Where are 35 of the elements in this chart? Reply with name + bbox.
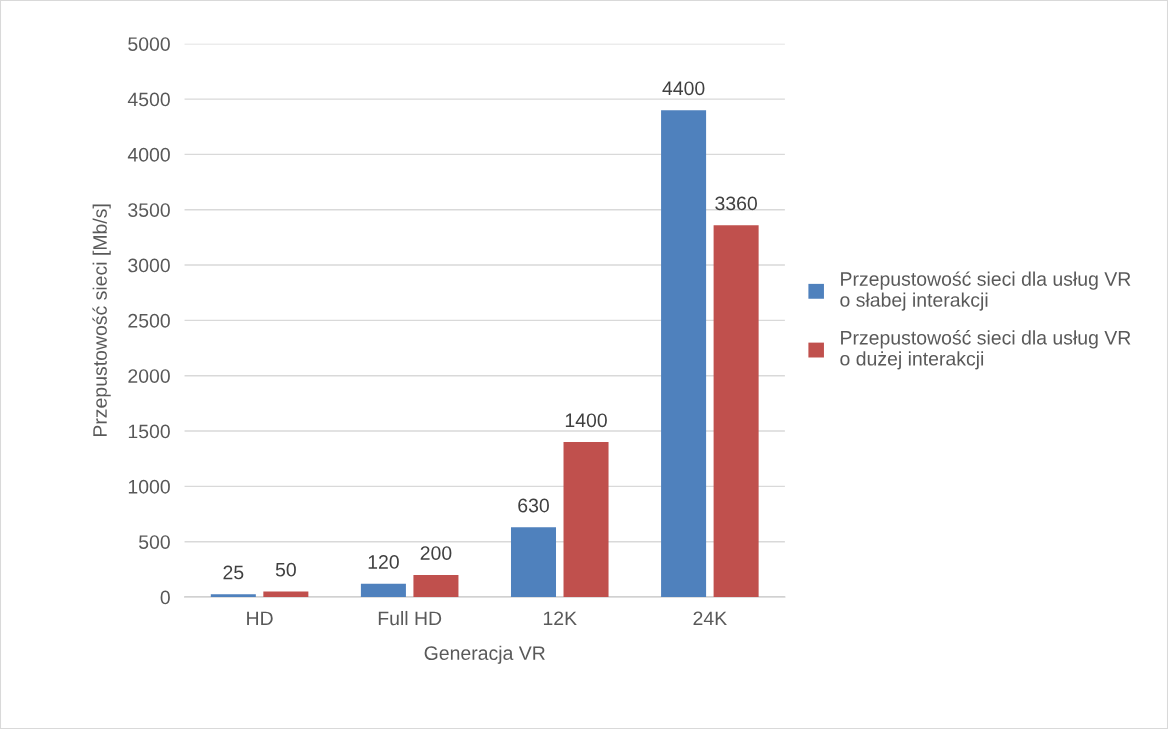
y-tick-label: 3500	[128, 203, 170, 217]
y-tick-label: 4000	[127, 147, 170, 162]
y-tick-label: 3000	[128, 258, 170, 273]
data-label: 200	[420, 546, 452, 560]
legend-label: Przepustowość sieci dla usług VR o słabej interakcji	[840, 271, 1131, 311]
y-tick-label: 1500	[128, 424, 170, 439]
bar	[510, 527, 557, 598]
data-label: 630	[518, 498, 549, 513]
y-tick-label: 4500	[127, 92, 170, 107]
bar	[661, 110, 707, 598]
x-tick-label: Full HD	[378, 610, 442, 626]
data-label: 25	[223, 565, 244, 580]
legend-label: Przepustowość sieci dla usług VR o dużej interakcji	[840, 330, 1131, 370]
data-label: 1400	[565, 413, 607, 428]
bar	[360, 583, 406, 598]
x-axis-title: Generacja VR	[424, 645, 545, 664]
y-tick-label: 500	[138, 535, 170, 549]
bar	[210, 594, 256, 598]
data-label: 120	[368, 555, 399, 569]
y-axis-title: Przepustowość sieci [Mb/s]	[92, 204, 111, 437]
y-tick-label: 2000	[128, 369, 170, 383]
x-tick-label: HD	[247, 611, 273, 626]
data-label: 3360	[715, 196, 757, 211]
y-tick-label: 5000	[128, 37, 170, 51]
y-tick-label: 1000	[128, 479, 170, 494]
y-tick-label: 0	[160, 590, 170, 605]
bar	[413, 574, 459, 598]
bar	[263, 591, 309, 598]
data-label: 4400	[662, 81, 705, 96]
x-tick-label: 12K	[543, 611, 577, 626]
y-tick-label: 2500	[128, 313, 170, 328]
bar	[713, 225, 759, 598]
x-tick-label: 24K	[693, 611, 727, 626]
data-label: 50	[275, 562, 296, 577]
bar	[563, 442, 609, 598]
